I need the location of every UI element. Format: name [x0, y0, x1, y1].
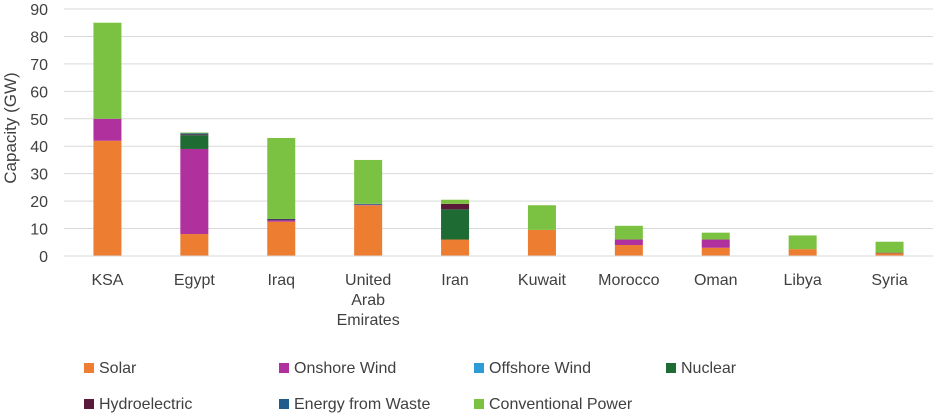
bar-segment	[527, 229, 556, 256]
y-tick-label: 0	[39, 249, 48, 266]
bar-segment	[180, 134, 209, 136]
y-tick-label: 60	[30, 84, 48, 101]
y-tick-label: 90	[30, 2, 48, 19]
y-axis-label: Capacity (GW)	[1, 72, 20, 183]
bar-segment	[93, 22, 122, 119]
bar-segment	[701, 232, 730, 240]
bar-segment	[788, 249, 817, 256]
y-tick-label: 40	[30, 139, 48, 156]
category-label: Iran	[441, 272, 469, 289]
legend-label: Offshore Wind	[489, 360, 591, 377]
bar-segment	[875, 253, 904, 256]
bar-segment	[180, 148, 209, 235]
bar-segment	[788, 235, 817, 250]
bar-segment	[441, 199, 470, 204]
bar-segment	[441, 209, 470, 240]
bar-segment	[875, 241, 904, 253]
bar-segment	[614, 239, 643, 246]
legend-item: Energy from Waste	[279, 396, 430, 413]
bars	[93, 22, 904, 256]
legend-item: Onshore Wind	[279, 360, 396, 377]
legend-item: Nuclear	[666, 360, 737, 377]
bar-segment	[701, 239, 730, 248]
bar-segment	[527, 205, 556, 230]
category-label: Oman	[694, 272, 738, 289]
bar-segment	[93, 140, 122, 256]
legend-swatch	[279, 363, 289, 373]
y-tick-label: 30	[30, 167, 48, 184]
legend-label: Nuclear	[681, 360, 737, 377]
category-label: Libya	[784, 272, 822, 289]
bar-segment	[354, 203, 383, 205]
bar-segment	[354, 204, 383, 206]
bar-segment	[875, 252, 904, 254]
bar-segment	[441, 203, 470, 210]
legend-item: Offshore Wind	[474, 360, 591, 377]
bar-segment	[180, 234, 209, 256]
bar-segment	[614, 225, 643, 240]
y-tick-label: 80	[30, 29, 48, 46]
legend-label: Hydroelectric	[99, 396, 192, 413]
y-axis-ticks: 0 10 20 30 40 50 60 70 80 90	[30, 2, 48, 266]
bar-segment	[267, 137, 296, 219]
category-label: Morocco	[598, 272, 659, 289]
bar-segment	[441, 239, 470, 256]
category-label: Kuwait	[518, 272, 567, 289]
y-tick-label: 50	[30, 112, 48, 129]
bar-segment	[614, 245, 643, 256]
bar-segment	[180, 133, 209, 135]
legend-item: Solar	[84, 360, 137, 377]
category-label: Egypt	[174, 272, 215, 289]
legend-item: Hydroelectric	[84, 396, 192, 413]
legend-item: Conventional Power	[474, 396, 633, 413]
bar-segment	[180, 135, 209, 149]
category-label: Iraq	[267, 272, 295, 289]
gridlines	[64, 8, 933, 230]
bar-segment	[267, 221, 296, 256]
legend-swatch	[84, 363, 94, 373]
legend-swatch	[474, 363, 484, 373]
category-label: Syria	[871, 272, 908, 289]
legend-swatch	[474, 399, 484, 409]
category-labels: KSA Egypt Iraq United Arab Emirates Iran Kuwait…	[91, 272, 907, 329]
legend-label: Conventional Power	[489, 396, 633, 413]
legend-label: Energy from Waste	[294, 396, 430, 413]
legend-swatch	[666, 363, 676, 373]
bar-segment	[701, 247, 730, 256]
legend-label: Solar	[99, 360, 137, 377]
bar-segment	[267, 220, 296, 222]
y-tick-label: 10	[30, 222, 48, 239]
bar-segment	[267, 218, 296, 220]
category-label: United Arab Emirates	[337, 272, 400, 329]
legend-swatch	[84, 399, 94, 409]
y-tick-label: 70	[30, 57, 48, 74]
legend-swatch	[279, 399, 289, 409]
bar-segment	[180, 132, 209, 134]
bar-segment	[354, 205, 383, 256]
legend-label: Onshore Wind	[294, 360, 396, 377]
legend: Solar Onshore Wind Offshore Wind Nuclear Hyd…	[84, 360, 737, 413]
bar-segment	[93, 118, 122, 141]
category-label: KSA	[91, 272, 123, 289]
bar-segment	[354, 159, 383, 204]
y-tick-label: 20	[30, 194, 48, 211]
bar-segment	[267, 219, 296, 221]
